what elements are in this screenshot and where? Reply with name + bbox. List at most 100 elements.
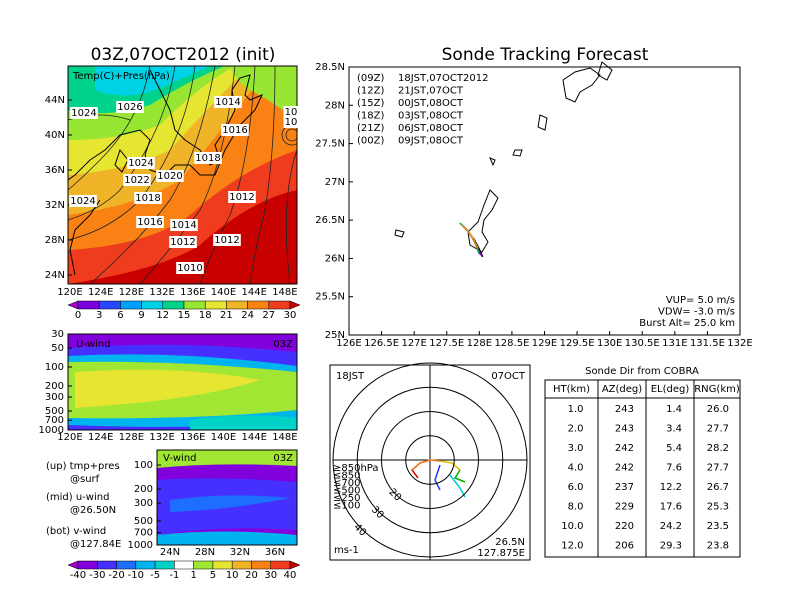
pressure-label: 1012 bbox=[229, 192, 254, 203]
y-tick-label: 26.5N bbox=[315, 215, 345, 226]
polar-legend: ≤250 bbox=[333, 493, 360, 504]
colorbar-label: 9 bbox=[138, 310, 144, 321]
colorbar-segment bbox=[77, 300, 100, 310]
ring-label: 30 bbox=[369, 504, 386, 521]
table-cell: 229 bbox=[615, 502, 634, 513]
legend-time: 18JST,07OCT2012 bbox=[398, 73, 488, 84]
colorbar-label: 40 bbox=[284, 570, 297, 581]
legend-time: 21JST,07OCT bbox=[398, 86, 464, 97]
panel-label: V-wind bbox=[163, 453, 197, 464]
y-tick-label: 500 bbox=[134, 516, 153, 527]
pressure-label: 10 bbox=[285, 107, 298, 118]
y-tick-label: 28N bbox=[325, 100, 345, 111]
y-tick-label: 500 bbox=[45, 406, 64, 417]
colorbar-label: 1 bbox=[190, 570, 196, 581]
table-header: HT(km) bbox=[553, 384, 590, 395]
x-tick-label: 144E bbox=[241, 432, 266, 443]
u-wind-field bbox=[68, 334, 297, 430]
colorbar-end bbox=[289, 560, 301, 570]
pressure-label: 1012 bbox=[170, 237, 195, 248]
y-tick-label: 1000 bbox=[128, 540, 153, 551]
y-tick-label: 100 bbox=[45, 362, 64, 373]
pressure-label: 1022 bbox=[124, 175, 149, 186]
note: @surf bbox=[70, 474, 100, 485]
x-tick-label: 136E bbox=[180, 432, 205, 443]
pressure-label: 1024 bbox=[128, 158, 153, 169]
table-cell: 6.0 bbox=[568, 482, 584, 493]
colorbar-label: 18 bbox=[199, 310, 212, 321]
colorbar-end bbox=[67, 300, 79, 310]
panel-time: 03Z bbox=[273, 453, 293, 464]
polar-unit: ms-1 bbox=[334, 545, 359, 556]
v-wind-field bbox=[157, 450, 297, 545]
table-cell: 242 bbox=[615, 463, 634, 474]
y-tick-label: 700 bbox=[45, 415, 64, 426]
coastline bbox=[394, 61, 613, 253]
pressure-label: 1012 bbox=[214, 235, 239, 246]
range-ring bbox=[332, 362, 528, 558]
panel-label: U-wind bbox=[76, 339, 111, 350]
colorbar-segment bbox=[212, 560, 233, 570]
y-tick-label: 700 bbox=[134, 528, 153, 539]
colorbar-label: 15 bbox=[178, 310, 191, 321]
pressure-label-bg bbox=[170, 219, 198, 231]
pressure-label: 10 bbox=[285, 117, 298, 128]
range-ring bbox=[381, 411, 479, 509]
y-tick-label: 25N bbox=[325, 330, 345, 341]
x-tick-label: 132E bbox=[727, 338, 752, 349]
x-tick-label: 124E bbox=[88, 432, 113, 443]
lon-tick-label: 124E bbox=[88, 287, 113, 298]
y-tick-label: 25.5N bbox=[315, 292, 345, 303]
panel-time: 03Z bbox=[273, 339, 293, 350]
note: (bot) v-wind bbox=[46, 526, 106, 537]
table-cell: 2.0 bbox=[568, 424, 584, 435]
table-cell: 23.5 bbox=[707, 521, 729, 532]
table-cell: 243 bbox=[615, 404, 634, 415]
pressure-label-bg bbox=[70, 107, 98, 119]
x-tick-label: 32N bbox=[230, 547, 250, 558]
x-tick-label: 130.5E bbox=[625, 338, 660, 349]
colorbar-end bbox=[67, 560, 79, 570]
polar-legend: ≤500 bbox=[333, 486, 360, 497]
table-cell: 7.6 bbox=[666, 463, 682, 474]
x-tick-label: 128E bbox=[467, 338, 492, 349]
colorbar-label: -5 bbox=[150, 570, 160, 581]
pressure-label-bg bbox=[228, 191, 256, 203]
pressure-label: 1024 bbox=[71, 108, 96, 119]
table-cell: 237 bbox=[615, 482, 634, 493]
lon-tick-label: 132E bbox=[149, 287, 174, 298]
table-cell: 8.0 bbox=[568, 502, 584, 513]
table-frame bbox=[544, 379, 741, 558]
y-tick-label: 27N bbox=[325, 177, 345, 188]
polar-lon: 127.875E bbox=[477, 548, 525, 559]
pressure-label-bg bbox=[136, 216, 164, 228]
pressure-label: 1014 bbox=[215, 97, 240, 108]
ring-label: 20 bbox=[386, 487, 403, 504]
lon-tick-label: 120E bbox=[57, 287, 82, 298]
colorbar-segment bbox=[77, 560, 98, 570]
table-cell: 242 bbox=[615, 443, 634, 454]
colorbar-segment bbox=[154, 560, 175, 570]
pressure-label-bg bbox=[214, 96, 242, 108]
note: @26.50N bbox=[70, 505, 116, 516]
x-tick-label: 140E bbox=[211, 432, 236, 443]
table-lines bbox=[545, 380, 740, 557]
table-cell: 3.0 bbox=[568, 443, 584, 454]
pressure-label: 1014 bbox=[171, 220, 196, 231]
table-cell: 12.0 bbox=[561, 541, 583, 552]
table-cell: 243 bbox=[615, 424, 634, 435]
lon-tick-label: 144E bbox=[241, 287, 266, 298]
pressure-label: 1018 bbox=[195, 153, 220, 164]
colorbar-segment bbox=[193, 560, 214, 570]
colorbar-segment bbox=[162, 300, 185, 310]
pressure-label-bg bbox=[221, 124, 249, 136]
table-cell: 28.2 bbox=[707, 443, 729, 454]
colorbar-label: 30 bbox=[284, 310, 297, 321]
table-cell: 26.7 bbox=[707, 482, 729, 493]
polar-time: 18JST bbox=[336, 371, 365, 382]
table-cell: 25.3 bbox=[707, 502, 729, 513]
table-cell: 10.0 bbox=[561, 521, 583, 532]
y-tick-label: 100 bbox=[134, 460, 153, 471]
table-cell: 1.4 bbox=[666, 404, 682, 415]
colorbar-segment bbox=[174, 560, 194, 570]
